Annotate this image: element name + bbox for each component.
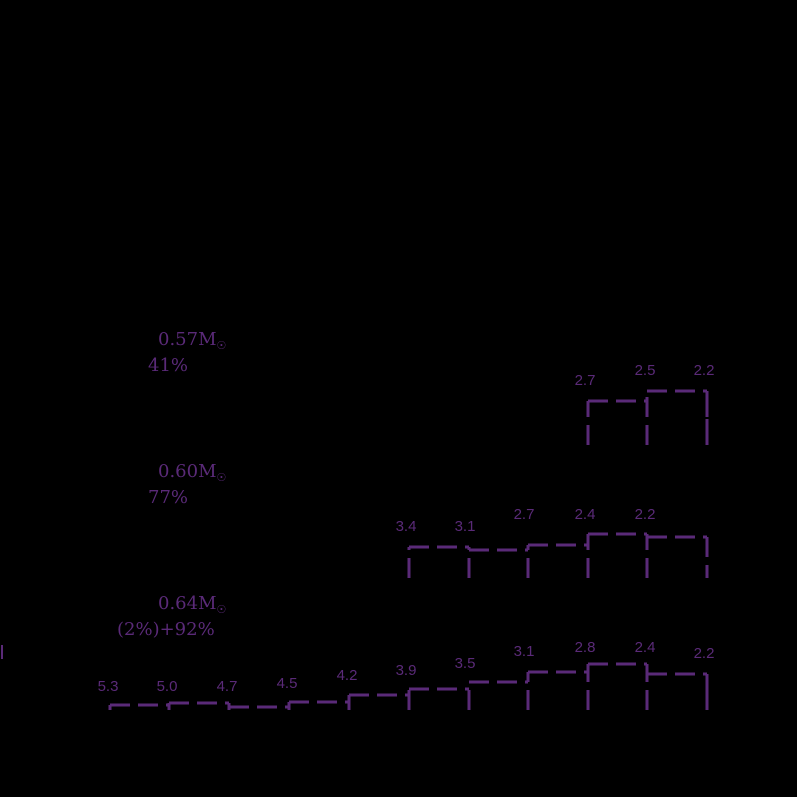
bin-value-label: 3.5 <box>455 655 476 672</box>
bin-value-label: 2.8 <box>575 639 596 656</box>
panel-0.57: 0.57M☉ 41% 2.7 2.5 2.2 <box>148 329 714 445</box>
bin-value-label: 2.2 <box>635 506 656 523</box>
bin-value-label: 3.1 <box>514 643 535 660</box>
fraction-label: 77% <box>148 487 188 508</box>
bin-value-label: 2.2 <box>694 645 715 662</box>
bin-value-label: 5.0 <box>157 678 178 695</box>
bin-value-label: 4.7 <box>217 678 238 695</box>
bin-value-label: 2.5 <box>635 362 656 379</box>
mass-label: 0.60M☉ <box>158 461 226 484</box>
bin-value-label: 2.7 <box>514 506 535 523</box>
panels: 0.57M☉ 41% 2.7 2.5 2.2 0.60M☉ 77% 3.4 3.1 2.7 2.4 2… <box>98 329 715 710</box>
panel-0.60: 0.60M☉ 77% 3.4 3.1 2.7 2.4 2.2 <box>148 461 709 578</box>
fraction-label: 41% <box>148 355 188 376</box>
bin-value-label: 5.3 <box>98 678 119 695</box>
bin-value-label: 3.9 <box>396 662 417 679</box>
step-outline <box>407 532 709 578</box>
bin-value-label: 3.4 <box>396 518 417 535</box>
mass-label: 0.64M☉ <box>158 593 226 616</box>
solar-mass-symbol: ☉ <box>217 603 227 616</box>
mass-label: 0.57M☉ <box>158 329 226 352</box>
bin-value-label: 2.4 <box>635 639 656 656</box>
bin-value-label: 2.4 <box>575 506 596 523</box>
panel-0.64: 0.64M☉ (2%)+92% 5.3 5.0 4.7 4.5 4.2 3.9 3.5 3.1 2.… <box>98 593 715 710</box>
solar-mass-symbol: ☉ <box>217 339 227 352</box>
step-outline <box>586 389 709 445</box>
bin-value-label: 3.1 <box>455 518 476 535</box>
step-outline <box>108 662 709 710</box>
bin-value-label: 2.2 <box>694 362 715 379</box>
bin-value-label: 2.7 <box>575 372 596 389</box>
fraction-label: (2%)+92% <box>117 619 215 640</box>
bin-value-label: 4.5 <box>277 675 298 692</box>
solar-mass-symbol: ☉ <box>217 471 227 484</box>
bin-value-label: 4.2 <box>337 667 358 684</box>
